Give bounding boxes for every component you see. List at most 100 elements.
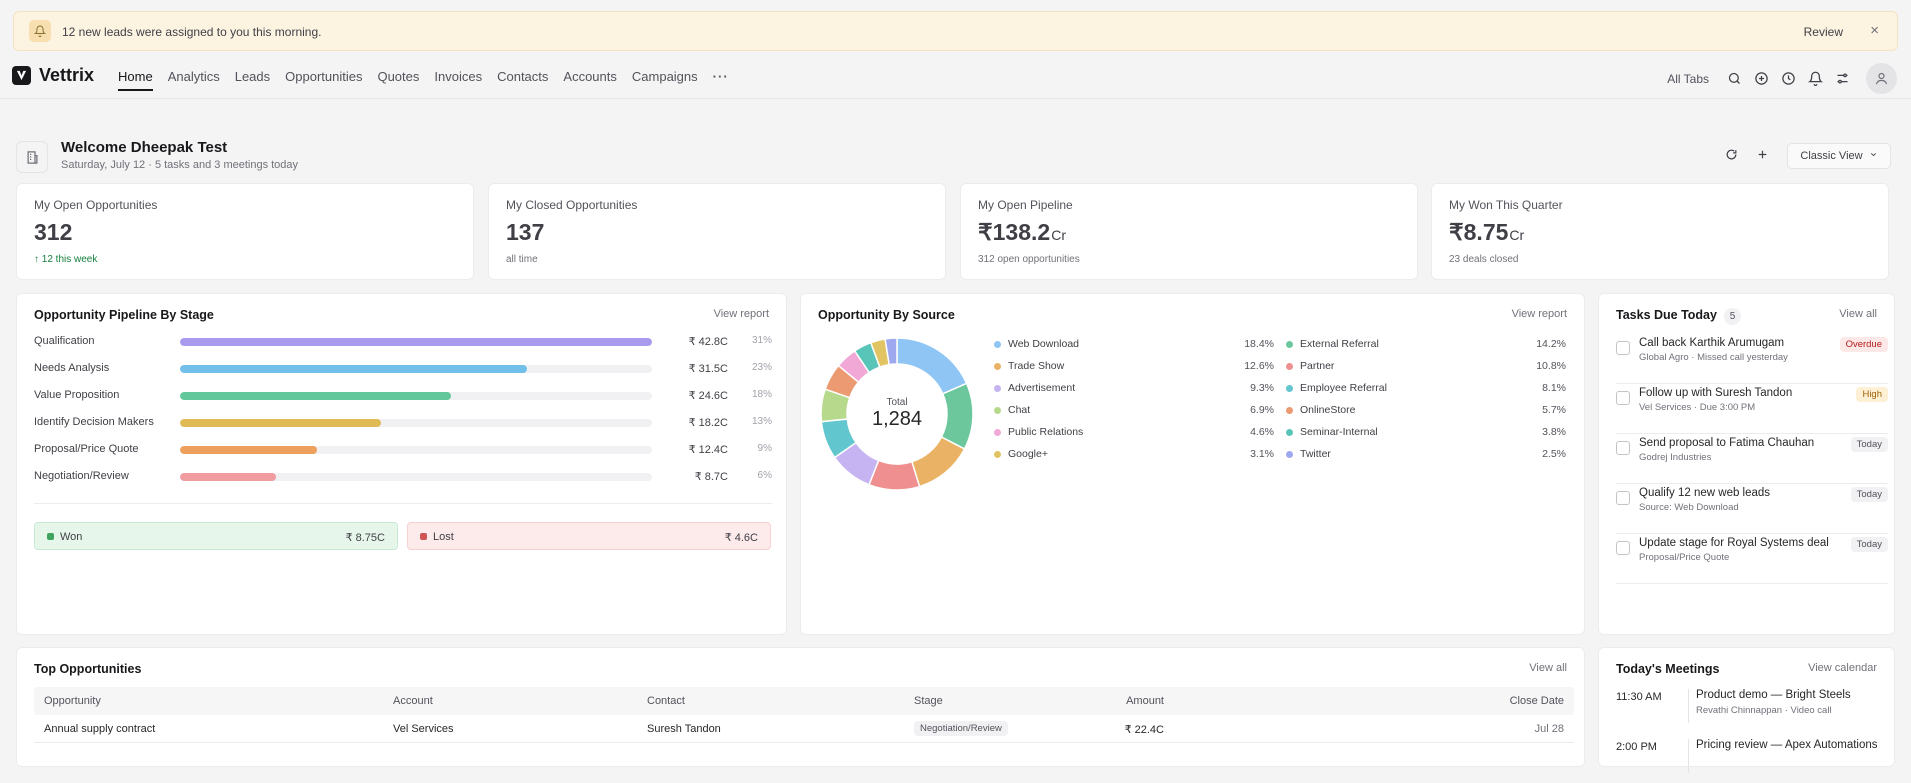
view-all-opportunities-link[interactable]: View all bbox=[1529, 662, 1567, 674]
source-legend-item[interactable]: Seminar-Internal 3.8% bbox=[1286, 426, 1566, 440]
tab-opportunities[interactable]: Opportunities bbox=[285, 69, 363, 84]
column-opportunity[interactable]: Opportunity bbox=[44, 695, 101, 707]
task-checkbox[interactable] bbox=[1616, 341, 1630, 355]
lost-summary[interactable]: Lost ₹ 4.6C bbox=[407, 522, 771, 550]
source-percent: 8.1% bbox=[1542, 382, 1566, 394]
column-amount[interactable]: Amount bbox=[1126, 695, 1164, 707]
source-name: Web Download bbox=[1008, 338, 1080, 350]
page-subtitle: Saturday, July 12 · 5 tasks and 3 meetin… bbox=[61, 159, 299, 171]
search-icon[interactable] bbox=[1727, 71, 1742, 86]
opportunity-by-source-panel: Opportunity By Source View report Total … bbox=[800, 293, 1585, 635]
refresh-icon[interactable] bbox=[1725, 148, 1738, 164]
tab-accounts[interactable]: Accounts bbox=[563, 69, 617, 84]
donut-slice-web-download[interactable] bbox=[896, 337, 968, 395]
tab-contacts[interactable]: Contacts bbox=[497, 69, 549, 84]
clock-icon[interactable] bbox=[1781, 71, 1796, 86]
stage-amount: ₹ 8.7C bbox=[694, 471, 728, 483]
task-priority-badge: High bbox=[1856, 387, 1888, 402]
cell-close-date: Jul 28 bbox=[1534, 723, 1564, 735]
stage-row[interactable]: Negotiation/Review ₹ 8.7C 6% bbox=[34, 469, 772, 485]
view-selector[interactable]: Classic View bbox=[1787, 143, 1891, 169]
source-percent: 3.1% bbox=[1250, 448, 1274, 460]
stage-percent: 6% bbox=[757, 470, 772, 481]
add-icon[interactable] bbox=[1754, 71, 1769, 86]
tab-analytics[interactable]: Analytics bbox=[167, 69, 220, 84]
tab-invoices[interactable]: Invoices bbox=[434, 69, 483, 84]
source-percent: 5.7% bbox=[1542, 404, 1566, 416]
column-stage[interactable]: Stage bbox=[914, 695, 943, 707]
all-tabs-link[interactable]: All Tabs bbox=[1667, 71, 1709, 86]
column-close-date[interactable]: Close Date bbox=[1509, 695, 1564, 707]
meeting-item[interactable]: 11:30 AM Product demo — Bright Steels Re… bbox=[1616, 689, 1888, 733]
kpi-won-this-quarter[interactable]: My Won This Quarter ₹8.75Cr 23 deals clo… bbox=[1431, 183, 1889, 280]
source-legend-item[interactable]: Public Relations 4.6% bbox=[994, 426, 1274, 440]
source-legend-item[interactable]: Employee Referral 8.1% bbox=[1286, 382, 1566, 396]
stage-row[interactable]: Qualification ₹ 42.8C 31% bbox=[34, 334, 772, 350]
won-summary[interactable]: Won ₹ 8.75C bbox=[34, 522, 398, 550]
donut-slice-trade-show[interactable] bbox=[910, 435, 966, 488]
kpi-open-pipeline[interactable]: My Open Pipeline ₹138.2Cr 312 open oppor… bbox=[960, 183, 1418, 280]
task-item[interactable]: Call back Karthik Arumugam Global Agro · … bbox=[1616, 334, 1888, 384]
table-row[interactable]: Annual supply contract Vel Services Sure… bbox=[34, 715, 1574, 743]
column-account[interactable]: Account bbox=[393, 695, 433, 707]
column-contact[interactable]: Contact bbox=[647, 695, 685, 707]
cell-contact[interactable]: Suresh Tandon bbox=[647, 723, 721, 735]
source-legend-item[interactable]: Partner 10.8% bbox=[1286, 360, 1566, 374]
source-percent: 3.8% bbox=[1542, 426, 1566, 438]
task-item[interactable]: Send proposal to Fatima Chauhan Godrej In… bbox=[1616, 434, 1888, 484]
task-checkbox[interactable] bbox=[1616, 441, 1630, 455]
kpi-closed-opportunities[interactable]: My Closed Opportunities 137 all time bbox=[488, 183, 946, 280]
source-legend-item[interactable]: Google+ 3.1% bbox=[994, 448, 1274, 462]
source-name: Partner bbox=[1300, 360, 1335, 372]
source-legend-item[interactable]: OnlineStore 5.7% bbox=[1286, 404, 1566, 418]
legend-dot-icon bbox=[994, 407, 1001, 414]
task-subtitle: Source: Web Download bbox=[1639, 502, 1739, 513]
source-legend-item[interactable]: Chat 6.9% bbox=[994, 404, 1274, 418]
donut-slice-twitter[interactable] bbox=[884, 337, 898, 366]
view-all-tasks-link[interactable]: View all bbox=[1839, 308, 1877, 320]
cell-account[interactable]: Vel Services bbox=[393, 723, 454, 735]
stage-bar-fill bbox=[180, 365, 528, 373]
tab-home[interactable]: Home bbox=[118, 69, 153, 91]
tab-quotes[interactable]: Quotes bbox=[377, 69, 420, 84]
source-legend-item[interactable]: Web Download 18.4% bbox=[994, 338, 1274, 352]
task-checkbox[interactable] bbox=[1616, 491, 1630, 505]
brand-logo[interactable]: Vettrix bbox=[12, 65, 94, 86]
source-name: Chat bbox=[1008, 404, 1031, 416]
notifications-icon[interactable] bbox=[1808, 71, 1823, 86]
task-item[interactable]: Qualify 12 new web leads Source: Web Down… bbox=[1616, 484, 1888, 534]
source-percent: 14.2% bbox=[1536, 338, 1566, 350]
tab-campaigns[interactable]: Campaigns bbox=[631, 69, 698, 84]
task-priority-badge: Today bbox=[1850, 487, 1888, 502]
source-legend-item[interactable]: Twitter 2.5% bbox=[1286, 448, 1566, 462]
meeting-title: Product demo — Bright Steels bbox=[1696, 689, 1851, 701]
task-item[interactable]: Follow up with Suresh Tandon Vel Services… bbox=[1616, 384, 1888, 434]
tab-leads[interactable]: Leads bbox=[234, 69, 271, 84]
meeting-item[interactable]: 2:00 PM Pricing review — Apex Automation… bbox=[1616, 739, 1888, 783]
task-checkbox[interactable] bbox=[1616, 541, 1630, 555]
stage-row[interactable]: Value Proposition ₹ 24.6C 18% bbox=[34, 388, 772, 404]
source-legend-item[interactable]: Trade Show 12.6% bbox=[994, 360, 1274, 374]
view-calendar-link[interactable]: View calendar bbox=[1808, 662, 1877, 674]
kpi-open-opportunities[interactable]: My Open Opportunities 312 ↑ 12 this week bbox=[16, 183, 474, 280]
task-item[interactable]: Update stage for Royal Systems deal Propo… bbox=[1616, 534, 1888, 584]
more-tabs-icon[interactable]: ··· bbox=[712, 69, 729, 84]
cell-opportunity[interactable]: Annual supply contract bbox=[44, 723, 156, 735]
task-checkbox[interactable] bbox=[1616, 391, 1630, 405]
plus-icon[interactable] bbox=[1756, 148, 1769, 164]
source-legend-item[interactable]: Advertisement 9.3% bbox=[994, 382, 1274, 396]
view-report-link[interactable]: View report bbox=[713, 308, 769, 320]
stage-bar-track bbox=[180, 419, 652, 427]
stage-row[interactable]: Identify Decision Makers ₹ 18.2C 13% bbox=[34, 415, 772, 431]
view-report-link[interactable]: View report bbox=[1511, 308, 1567, 320]
close-icon[interactable]: × bbox=[1870, 22, 1879, 39]
user-avatar[interactable] bbox=[1866, 63, 1897, 94]
stage-row[interactable]: Proposal/Price Quote ₹ 12.4C 9% bbox=[34, 442, 772, 458]
banner-review-link[interactable]: Review bbox=[1803, 25, 1843, 39]
settings-sliders-icon[interactable] bbox=[1835, 71, 1850, 86]
stage-row[interactable]: Needs Analysis ₹ 31.5C 23% bbox=[34, 361, 772, 377]
stage-bar-fill bbox=[180, 473, 276, 481]
source-legend-item[interactable]: External Referral 14.2% bbox=[1286, 338, 1566, 352]
task-title: Qualify 12 new web leads bbox=[1639, 487, 1771, 499]
meeting-time: 11:30 AM bbox=[1616, 691, 1662, 703]
